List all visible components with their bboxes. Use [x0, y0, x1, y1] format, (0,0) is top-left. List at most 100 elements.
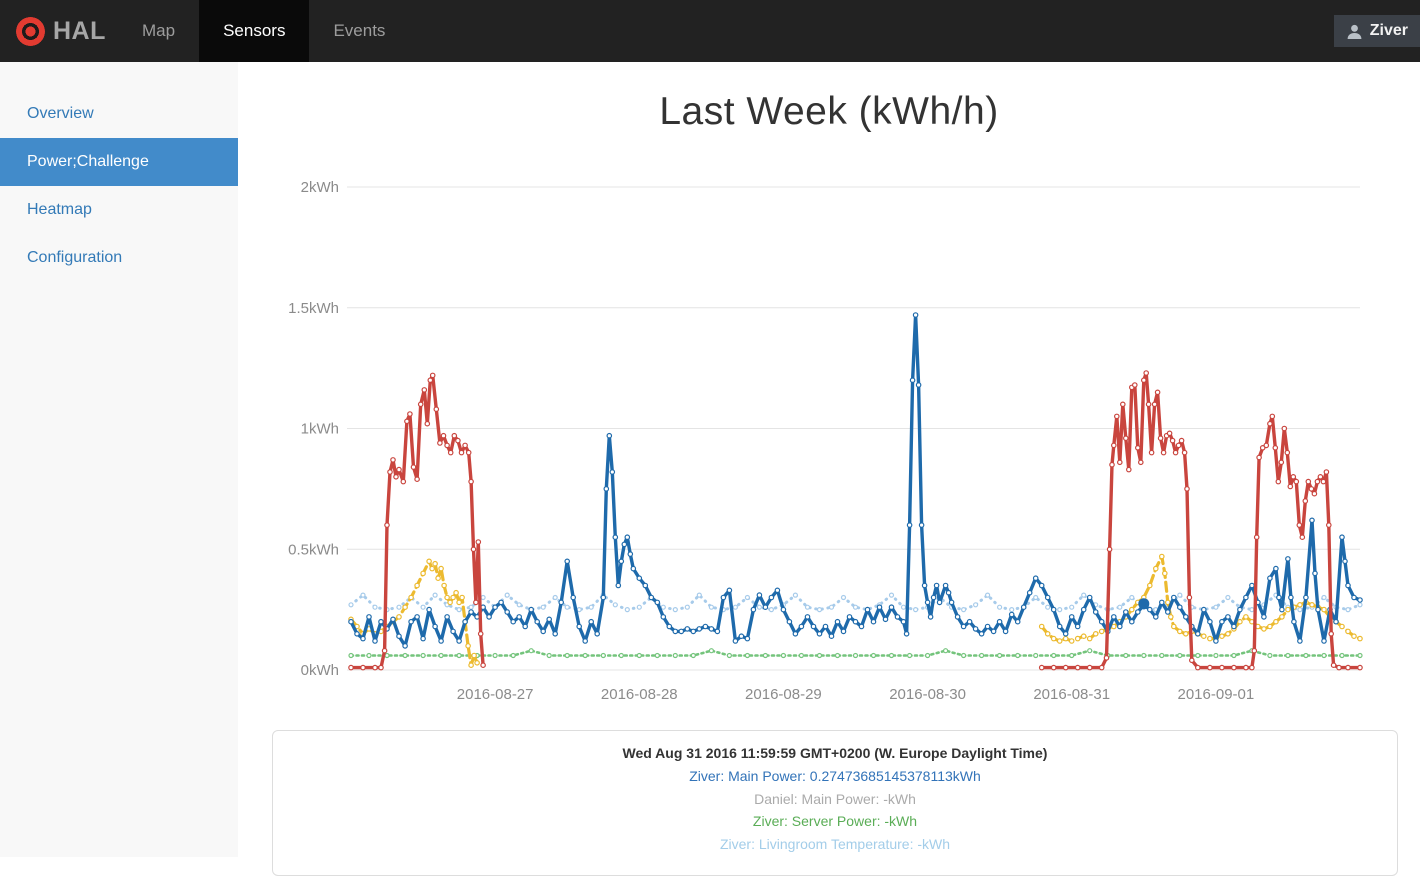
data-point-ziver-main-power — [780, 606, 787, 613]
user-name: Ziver — [1369, 22, 1408, 39]
data-point-ziver-main-power — [1249, 582, 1255, 589]
data-point-ziver-main-power — [966, 618, 973, 625]
data-point-daniel-main-power — [1038, 664, 1045, 671]
data-point-daniel-main-power — [404, 418, 410, 425]
sidebar-item-heatmap[interactable]: Heatmap — [27, 201, 92, 218]
data-point-daniel-main-power — [381, 647, 388, 654]
data-point-ziver-main-power — [396, 633, 402, 640]
data-point-ziver-server-power — [690, 652, 696, 659]
data-point-ziver-livingroom-temperature — [540, 604, 546, 610]
nav-item-events[interactable]: Events — [333, 21, 386, 40]
data-point-ziver-livingroom-temperature — [1213, 604, 1219, 610]
x-tick-label: 2016-08-29 — [745, 686, 822, 703]
app-brand[interactable]: HAL — [16, 0, 106, 62]
data-point-ziver-main-power — [528, 606, 535, 613]
data-point-daniel-main-power — [437, 440, 443, 446]
data-point-series-yellow — [396, 614, 402, 620]
data-point-ziver-server-power — [1267, 652, 1273, 659]
data-point-series-yellow — [1357, 635, 1363, 642]
data-point-series-yellow — [1086, 635, 1093, 642]
data-point-ziver-main-power — [402, 643, 408, 649]
data-point-daniel-main-power — [1317, 473, 1324, 480]
data-point-ziver-main-power — [1164, 609, 1171, 615]
nav-item-map[interactable]: Map — [142, 21, 176, 40]
data-point-ziver-server-power — [636, 652, 642, 659]
data-point-ziver-main-power — [450, 628, 456, 635]
data-point-daniel-main-power — [390, 457, 396, 463]
data-point-ziver-server-power — [1195, 652, 1201, 659]
data-point-ziver-main-power — [486, 614, 492, 620]
data-point-ziver-server-power — [1177, 652, 1183, 659]
data-point-ziver-main-power — [1339, 534, 1345, 541]
data-point-series-yellow — [1167, 614, 1174, 620]
line-chart[interactable]: 2kWh 1.5kWh 1kWh 0.5kWh 0kWh 2016-08-27 2016-0… — [238, 62, 1420, 722]
data-point-ziver-server-power — [492, 652, 498, 659]
data-point-ziver-server-power — [816, 652, 823, 659]
data-point-ziver-server-power — [366, 652, 372, 659]
data-point-series-yellow — [1267, 623, 1273, 630]
data-point-ziver-main-power — [690, 628, 697, 635]
data-point-ziver-main-power — [1002, 628, 1009, 635]
data-point-ziver-main-power — [864, 606, 871, 613]
data-point-ziver-main-power — [945, 589, 952, 596]
data-point-series-yellow — [402, 604, 408, 611]
data-point-ziver-livingroom-temperature — [468, 604, 474, 610]
user-menu[interactable]: Ziver — [1333, 15, 1420, 47]
data-point-series-yellow — [408, 594, 414, 601]
data-point-series-yellow — [435, 575, 441, 582]
highlighted-point[interactable] — [1138, 598, 1150, 610]
data-point-daniel-main-power — [1263, 442, 1270, 449]
data-point-daniel-main-power — [1253, 534, 1260, 541]
data-point-series-yellow — [453, 589, 459, 596]
data-point-daniel-main-power — [1219, 664, 1225, 671]
data-point-ziver-main-power — [1342, 558, 1348, 565]
data-point-daniel-main-power — [372, 664, 378, 671]
data-point-ziver-main-power — [603, 486, 610, 492]
data-point-daniel-main-power — [1278, 459, 1285, 466]
data-point-ziver-server-power — [726, 652, 732, 659]
data-point-ziver-main-power — [1044, 594, 1051, 601]
data-point-daniel-main-power — [1145, 401, 1152, 408]
data-point-ziver-server-power — [1051, 652, 1057, 659]
data-point-ziver-main-power — [1291, 618, 1297, 625]
data-point-daniel-main-power — [1328, 630, 1335, 637]
data-point-daniel-main-power — [444, 442, 450, 449]
data-point-ziver-main-power — [684, 626, 691, 632]
data-point-series-yellow — [1321, 606, 1327, 613]
sidebar-item-configuration[interactable]: Configuration — [27, 249, 123, 266]
data-point-daniel-main-power — [1178, 437, 1185, 444]
data-point-ziver-main-power — [1213, 638, 1219, 644]
data-point-ziver-main-power — [462, 618, 468, 625]
data-point-ziver-livingroom-temperature — [792, 592, 799, 598]
data-point-ziver-main-power — [372, 638, 378, 644]
data-point-series-yellow — [471, 652, 477, 659]
data-point-ziver-main-power — [504, 609, 511, 615]
data-point-ziver-main-power — [1297, 638, 1303, 644]
data-point-ziver-main-power — [360, 635, 366, 642]
data-point-series-yellow — [1056, 638, 1063, 644]
data-point-ziver-livingroom-temperature — [612, 602, 618, 608]
data-point-ziver-main-power — [1309, 517, 1315, 524]
data-point-series-yellow — [1068, 638, 1075, 644]
data-point-ziver-livingroom-temperature — [516, 602, 522, 608]
data-point-ziver-livingroom-temperature — [960, 606, 967, 613]
sidebar-item-overview[interactable]: Overview — [27, 105, 94, 122]
data-point-daniel-main-power — [1125, 466, 1132, 473]
data-point-ziver-server-power — [1069, 652, 1075, 659]
x-tick-label: 2016-08-27 — [457, 686, 534, 703]
data-point-ziver-main-power — [624, 534, 631, 541]
data-point-ziver-livingroom-temperature — [756, 604, 763, 610]
data-point-ziver-livingroom-temperature — [1081, 592, 1087, 598]
data-point-ziver-main-power — [1333, 618, 1339, 625]
data-point-series-yellow — [1237, 618, 1243, 625]
sidebar-item-power-challenge[interactable]: Power;Challenge — [0, 138, 238, 186]
data-point-ziver-main-power — [990, 628, 997, 635]
data-point-ziver-main-power — [738, 633, 745, 640]
data-point-ziver-main-power — [1315, 606, 1321, 613]
data-point-ziver-main-power — [408, 618, 414, 625]
data-point-ziver-main-power — [378, 618, 384, 625]
nav-item-sensors[interactable]: Sensors — [199, 0, 310, 62]
data-point-ziver-server-power — [564, 652, 570, 659]
data-point-ziver-main-power — [1288, 594, 1294, 601]
data-point-daniel-main-power — [1106, 546, 1113, 553]
